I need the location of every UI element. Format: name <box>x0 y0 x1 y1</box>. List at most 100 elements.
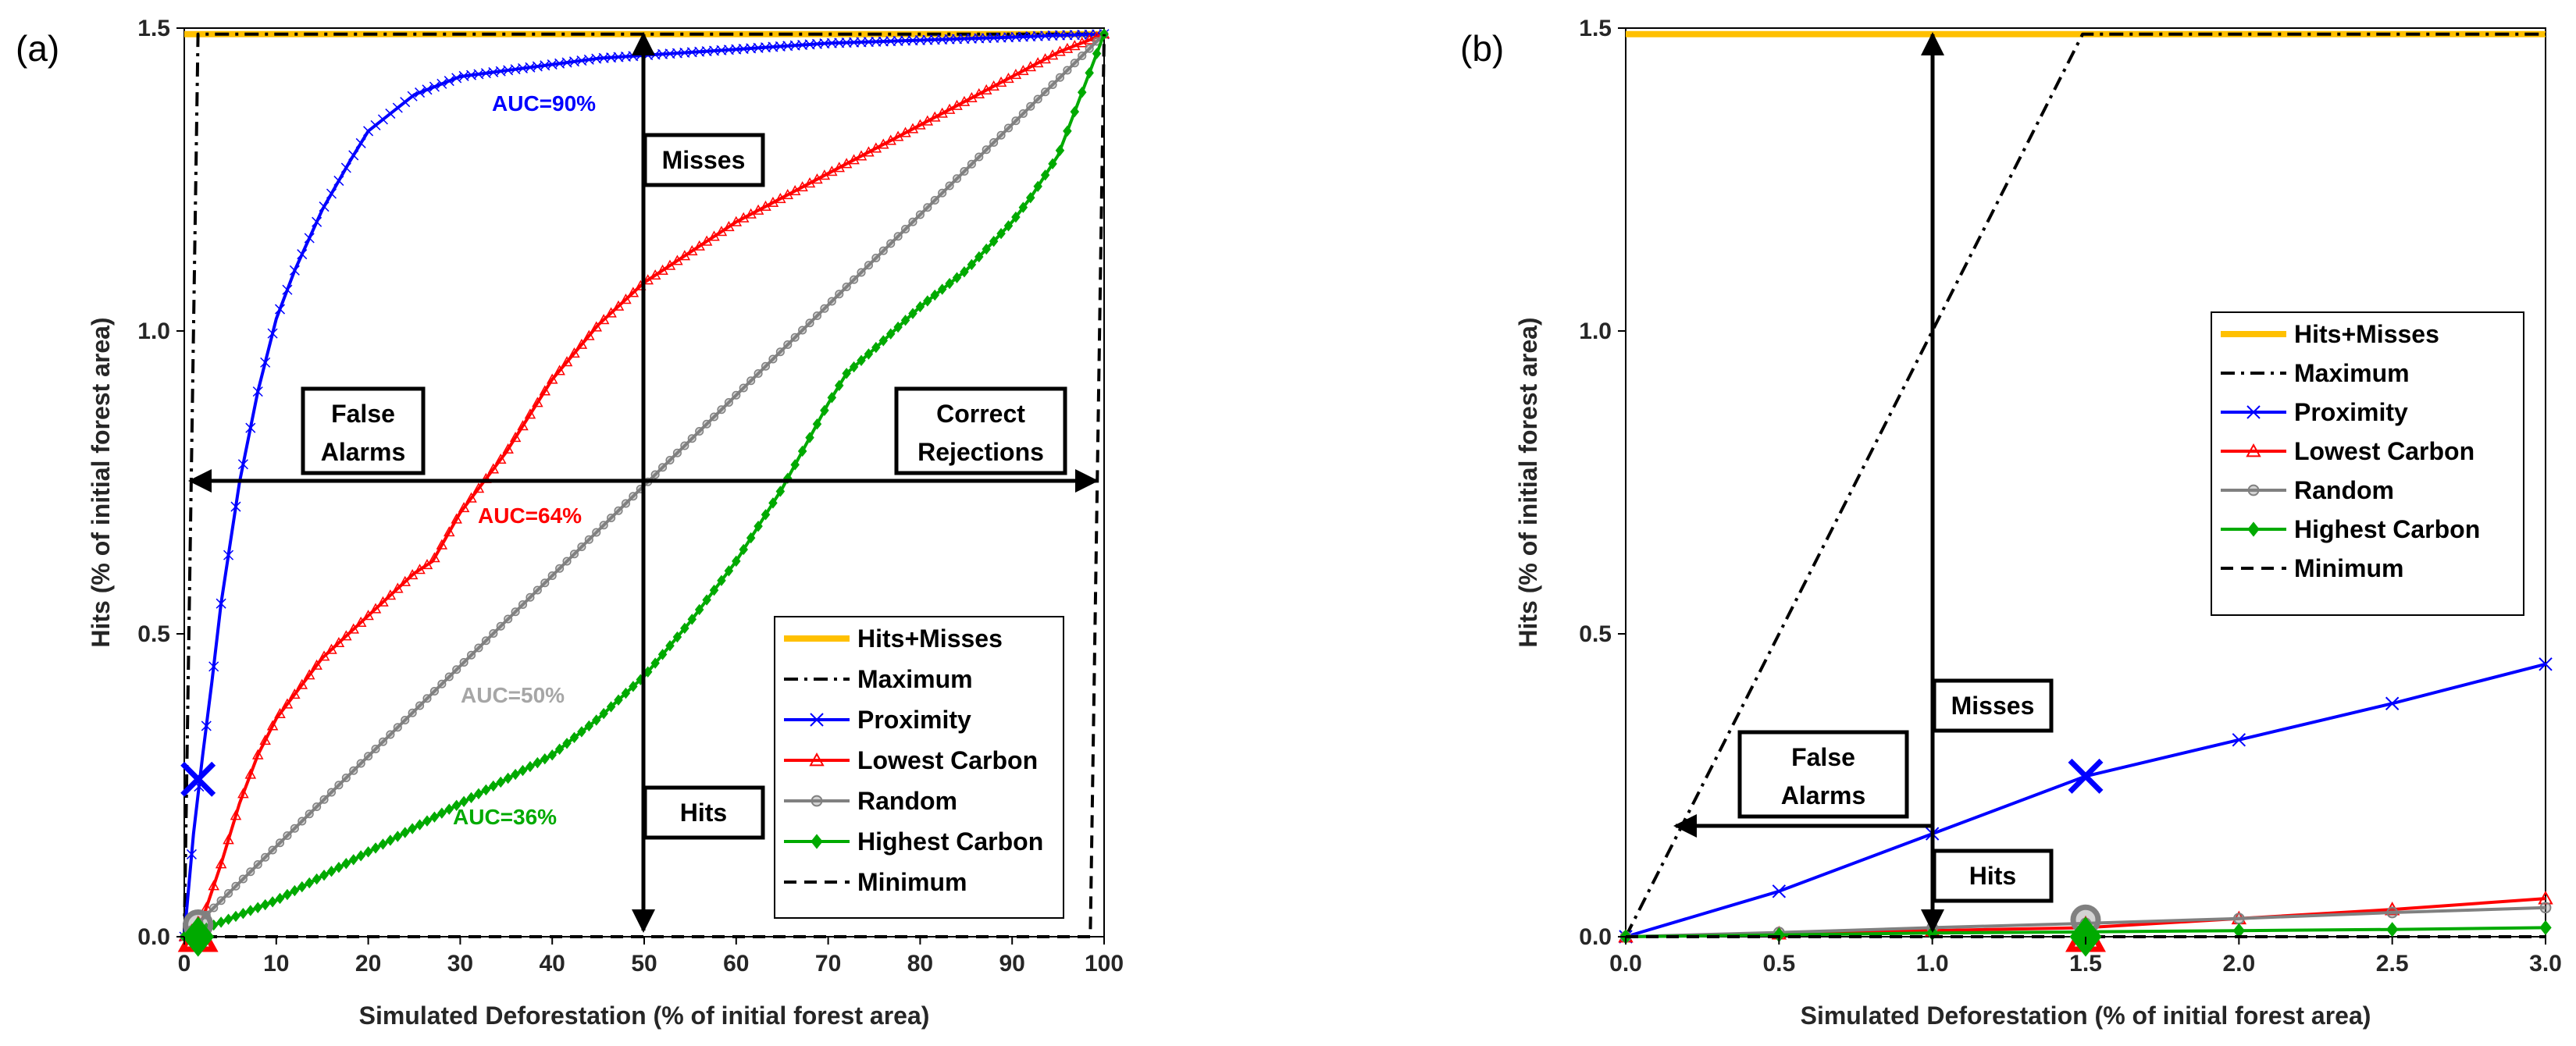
series-point-highest-carbon <box>415 819 425 831</box>
series-point-lowest-carbon <box>597 314 610 325</box>
series-point-proximity <box>856 37 867 48</box>
series-point-highest-carbon <box>709 584 719 596</box>
series-point-proximity <box>1077 29 1088 41</box>
correct-rejections-label-line2: Rejections <box>917 438 1044 466</box>
series-point-random <box>555 564 565 573</box>
series-point-random <box>401 715 410 725</box>
series-point-lowest-carbon <box>568 347 580 358</box>
series-point-random <box>614 506 623 515</box>
series-point-proximity <box>893 35 903 46</box>
series-point-random <box>326 788 337 797</box>
series-point-random <box>812 311 822 321</box>
series-point-random <box>371 744 380 754</box>
series-point-proximity <box>834 37 845 48</box>
series-point-proximity <box>944 34 955 44</box>
series-point-random <box>378 737 387 746</box>
series-point-random <box>1048 80 1057 90</box>
series-point-highest-carbon <box>665 640 675 652</box>
legend-entry-lowest-carbon: Lowest Carbon <box>2221 437 2474 465</box>
series-point-highest-carbon <box>2539 920 2552 935</box>
series-point-lowest-carbon <box>2538 891 2553 905</box>
series-point-random <box>695 426 704 436</box>
series-point-lowest-carbon <box>421 558 433 570</box>
series-point-random <box>364 752 373 761</box>
series-point-random <box>518 599 528 610</box>
legend-entry-maximum: Maximum <box>784 665 973 693</box>
series-point-lowest-carbon <box>289 688 301 699</box>
series-point-lowest-carbon <box>296 678 308 689</box>
legend-label: Hits+Misses <box>2294 320 2439 348</box>
series-point-lowest-carbon <box>700 235 713 246</box>
series-point-proximity <box>1069 30 1080 41</box>
y-tick-label: 0.5 <box>137 621 170 647</box>
series-point-lowest-carbon <box>223 834 234 845</box>
series-point-random <box>489 628 498 639</box>
series-point-highest-carbon <box>606 701 616 713</box>
series-point-random <box>275 838 285 848</box>
series-point-highest-carbon <box>526 760 535 773</box>
series-point-proximity <box>444 76 454 87</box>
series-point-highest-carbon <box>312 873 322 885</box>
series-point-highest-carbon <box>378 838 388 850</box>
panel-b-legend: Hits+Misses Maximum Proximity Lowest Carbon… <box>2211 311 2524 616</box>
x-tick-label: 0.5 <box>1762 951 1795 977</box>
series-point-random <box>209 903 219 913</box>
series-point-random <box>798 326 807 335</box>
series-point-lowest-carbon <box>237 788 249 799</box>
legend-marker <box>809 752 825 767</box>
series-point-random <box>1003 123 1014 133</box>
series-point-lowest-carbon <box>392 582 404 593</box>
series-point-highest-carbon <box>298 881 307 893</box>
series-point-random <box>1041 87 1050 97</box>
series-point-highest-carbon <box>930 289 940 301</box>
legend-label: Lowest Carbon <box>857 746 1038 774</box>
series-point-lowest-carbon <box>281 698 294 709</box>
series-point-proximity <box>826 37 837 48</box>
series-point-highest-carbon <box>348 854 358 866</box>
series-point-random <box>827 297 836 306</box>
legend-label: Random <box>857 787 957 815</box>
series-maximum <box>1624 32 2546 937</box>
series-point-highest-carbon <box>629 681 638 692</box>
series-point-lowest-carbon <box>436 539 448 550</box>
series-point-random <box>1078 51 1087 61</box>
series-point-random <box>496 621 505 631</box>
legend-label: Highest Carbon <box>2294 515 2480 543</box>
series-point-proximity <box>326 188 337 199</box>
x-tick-label: 80 <box>907 951 933 977</box>
series-point-lowest-carbon <box>311 659 322 670</box>
series-point-highest-carbon <box>1018 201 1028 213</box>
series-point-random <box>923 203 932 212</box>
series-point-lowest-carbon <box>642 274 654 285</box>
legend-marker <box>811 795 823 807</box>
series-point-proximity <box>274 304 286 315</box>
series-point-highest-carbon <box>834 379 844 392</box>
series-point-highest-carbon <box>2385 922 2399 937</box>
series-point-random <box>562 557 572 566</box>
false-alarms-box: False Alarms <box>301 386 426 475</box>
series-point-highest-carbon <box>657 649 668 660</box>
series-point-random <box>1063 66 1072 75</box>
legend-entry-maximum: Maximum <box>2221 359 2410 387</box>
series-highest-carbon <box>180 28 1109 943</box>
series-point-highest-carbon <box>231 910 240 923</box>
series-point-proximity <box>849 37 860 48</box>
series-point-highest-carbon <box>820 404 829 417</box>
panel-b-x-axis-label: Simulated Deforestation (% of initial fo… <box>1801 1002 2371 1030</box>
series-point-random <box>717 405 726 414</box>
series-point-highest-carbon <box>238 907 248 920</box>
highlight-marker-proximity <box>180 761 216 797</box>
series-point-random <box>908 217 917 226</box>
y-tick-label: 1.0 <box>137 318 170 344</box>
series-point-random <box>261 852 270 862</box>
y-tick-label: 0.5 <box>1579 621 1612 647</box>
series-point-highest-carbon <box>797 445 807 457</box>
series-point-random <box>724 397 733 407</box>
series-point-lowest-carbon <box>399 575 411 586</box>
series-point-random <box>893 232 903 241</box>
x-tick-label: 0.0 <box>1609 951 1642 977</box>
series-point-random <box>2539 902 2552 914</box>
series-point-lowest-carbon <box>561 356 573 367</box>
series-point-random <box>253 859 262 870</box>
legend-entry-hits-misses: Hits+Misses <box>784 624 1003 653</box>
